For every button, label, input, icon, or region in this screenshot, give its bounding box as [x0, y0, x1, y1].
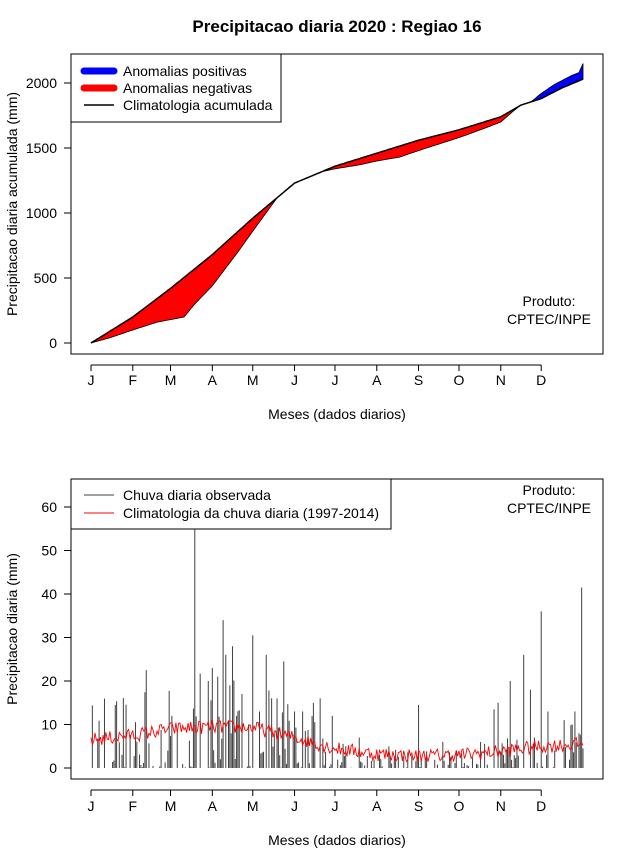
- legend-label-climatology: Climatologia acumulada: [123, 97, 273, 113]
- legend-top: Anomalias positivas Anomalias negativas …: [70, 53, 282, 123]
- x-bottom-tick-label: D: [536, 798, 546, 814]
- legend-label-climatology-daily: Climatologia da chuva diaria (1997-2014): [123, 505, 379, 521]
- y-top-tick-label: 1500: [26, 140, 57, 156]
- y-bottom-tick-label: 30: [41, 630, 57, 646]
- x-bottom-tick-label: M: [165, 798, 177, 814]
- y-bottom-tick-label: 50: [41, 543, 57, 559]
- x-top-tick-label: N: [496, 372, 506, 388]
- annotation-source-bottom: CPTEC/INPE: [507, 500, 591, 516]
- annotation-source-top: CPTEC/INPE: [507, 311, 591, 327]
- x-top-tick-label: J: [331, 372, 338, 388]
- y-axis-top: 0 500 1000 1500 2000: [26, 75, 72, 351]
- y-top-tick-label: 2000: [26, 75, 57, 91]
- x-bottom-tick-label: S: [414, 798, 423, 814]
- x-bottom-tick-label: A: [372, 798, 382, 814]
- legend-label-negative: Anomalias negativas: [123, 80, 252, 96]
- y-top-tick-label: 0: [49, 335, 57, 351]
- y-bottom-tick-label: 10: [41, 717, 57, 733]
- x-top-tick-label: J: [88, 372, 95, 388]
- y-bottom-tick-label: 60: [41, 499, 57, 515]
- x-top-tick-label: F: [129, 372, 138, 388]
- x-bottom-tick-label: M: [247, 798, 259, 814]
- annotation-produto-bottom: Produto:: [523, 482, 576, 498]
- chart-title: Precipitacao diaria 2020 : Regiao 16: [192, 17, 481, 36]
- y-bottom-tick-label: 0: [49, 760, 57, 776]
- y-top-tick-label: 500: [34, 270, 58, 286]
- y-axis-label-bottom: Precipitacao diaria (mm): [4, 553, 20, 705]
- legend-label-positive: Anomalias positivas: [123, 63, 247, 79]
- climatology-daily-line: [90, 719, 584, 763]
- x-top-tick-label: A: [372, 372, 382, 388]
- x-top-tick-label: J: [291, 372, 298, 388]
- x-top-tick-label: A: [208, 372, 218, 388]
- y-axis-label-top: Precipitacao diaria acumulada (mm): [4, 92, 20, 316]
- cumulative-chart: 0 500 1000 1500 2000 J F M A M J J A S O N D Meses (dad…: [4, 53, 604, 422]
- y-bottom-tick-label: 40: [41, 586, 57, 602]
- x-bottom-tick-label: J: [291, 798, 298, 814]
- x-top-tick-label: D: [536, 372, 546, 388]
- x-bottom-tick-label: O: [454, 798, 465, 814]
- y-axis-bottom: 0 10 20 30 40 50 60: [41, 499, 72, 776]
- x-bottom-tick-label: J: [88, 798, 95, 814]
- annotation-produto-top: Produto:: [523, 293, 576, 309]
- x-top-tick-label: O: [454, 372, 465, 388]
- x-top-tick-label: M: [247, 372, 259, 388]
- x-axis-label-top: Meses (dados diarios): [268, 406, 406, 422]
- x-top-tick-label: M: [165, 372, 177, 388]
- climatology-line: [90, 78, 584, 344]
- x-bottom-tick-label: J: [331, 798, 338, 814]
- y-top-tick-label: 1000: [26, 205, 57, 221]
- legend-box-bottom: [70, 478, 392, 530]
- x-bottom-tick-label: F: [129, 798, 138, 814]
- legend-label-observed: Chuva diaria observada: [123, 487, 271, 503]
- x-axis-label-bottom: Meses (dados diarios): [268, 832, 406, 848]
- y-bottom-tick-label: 20: [41, 673, 57, 689]
- x-bottom-tick-label: A: [208, 798, 218, 814]
- x-top-tick-label: S: [414, 372, 423, 388]
- x-bottom-tick-label: N: [496, 798, 506, 814]
- daily-chart: 0 10 20 30 40 50 60 J F M A M J J A S O N D Meses (dados …: [4, 478, 604, 848]
- legend-bottom: Chuva diaria observada Climatologia da c…: [70, 478, 392, 530]
